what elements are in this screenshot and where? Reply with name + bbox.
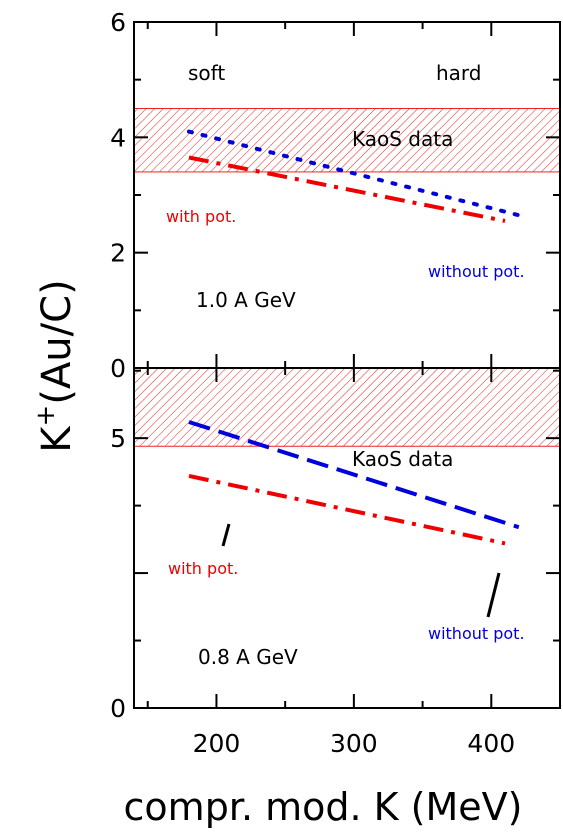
x-axis-title: compr. mod. K (MeV) [124,785,523,829]
without-pot-label-bottom: without pot. [428,624,525,643]
kaos-label-top: KaoS data [352,127,453,151]
axis-ticks: 0 2 4 6 0 5 200 300 400 [110,8,561,758]
series-with-pot-top [188,155,506,223]
without-pot-label-top: without pot. [428,262,525,281]
energy-label-top: 1.0 A GeV [196,288,296,312]
y-tick-label-top-0: 0 [110,354,126,383]
y-axis-title-base: K [34,425,80,453]
y-tick-label-top-2: 4 [110,123,126,152]
x-tick-label-1: 300 [330,729,378,758]
x-tick-label-0: 200 [193,729,241,758]
plot-frame-bottom [133,367,561,709]
panel-bottom: KaoS data with pot. without pot. 0.8 A G… [133,367,561,709]
kaos-band-top [133,108,561,173]
y-axis-title-sup: + [31,405,61,427]
kaos-label-bottom: KaoS data [352,447,453,471]
panel-top: KaoS data with pot. without pot. 1.0 A G… [133,21,561,369]
kaos-band-bottom [133,367,561,447]
series-without-pot-top [186,129,521,218]
x-tick-label-2: 400 [467,729,515,758]
soft-label: soft [188,61,225,85]
y-tick-label-bot-2: 5 [110,424,126,453]
without-pot-arrow-bottom [486,572,501,618]
y-tick-label-top-3: 6 [110,8,126,37]
energy-label-bottom: 0.8 A GeV [198,645,298,669]
y-axis-title: K+(Au/C) [31,279,80,452]
y-tick-label-top-1: 2 [110,239,126,268]
series-without-pot-bottom [188,420,520,530]
hard-label: hard [436,61,482,85]
series-with-pot-bottom [188,473,506,546]
with-pot-label-bottom: with pot. [168,559,238,578]
with-pot-label-top: with pot. [166,207,236,226]
y-tick-label-bot-0: 0 [110,694,126,723]
with-pot-arrow-bottom [221,523,231,547]
y-axis-title-rest: (Au/C) [34,279,80,404]
